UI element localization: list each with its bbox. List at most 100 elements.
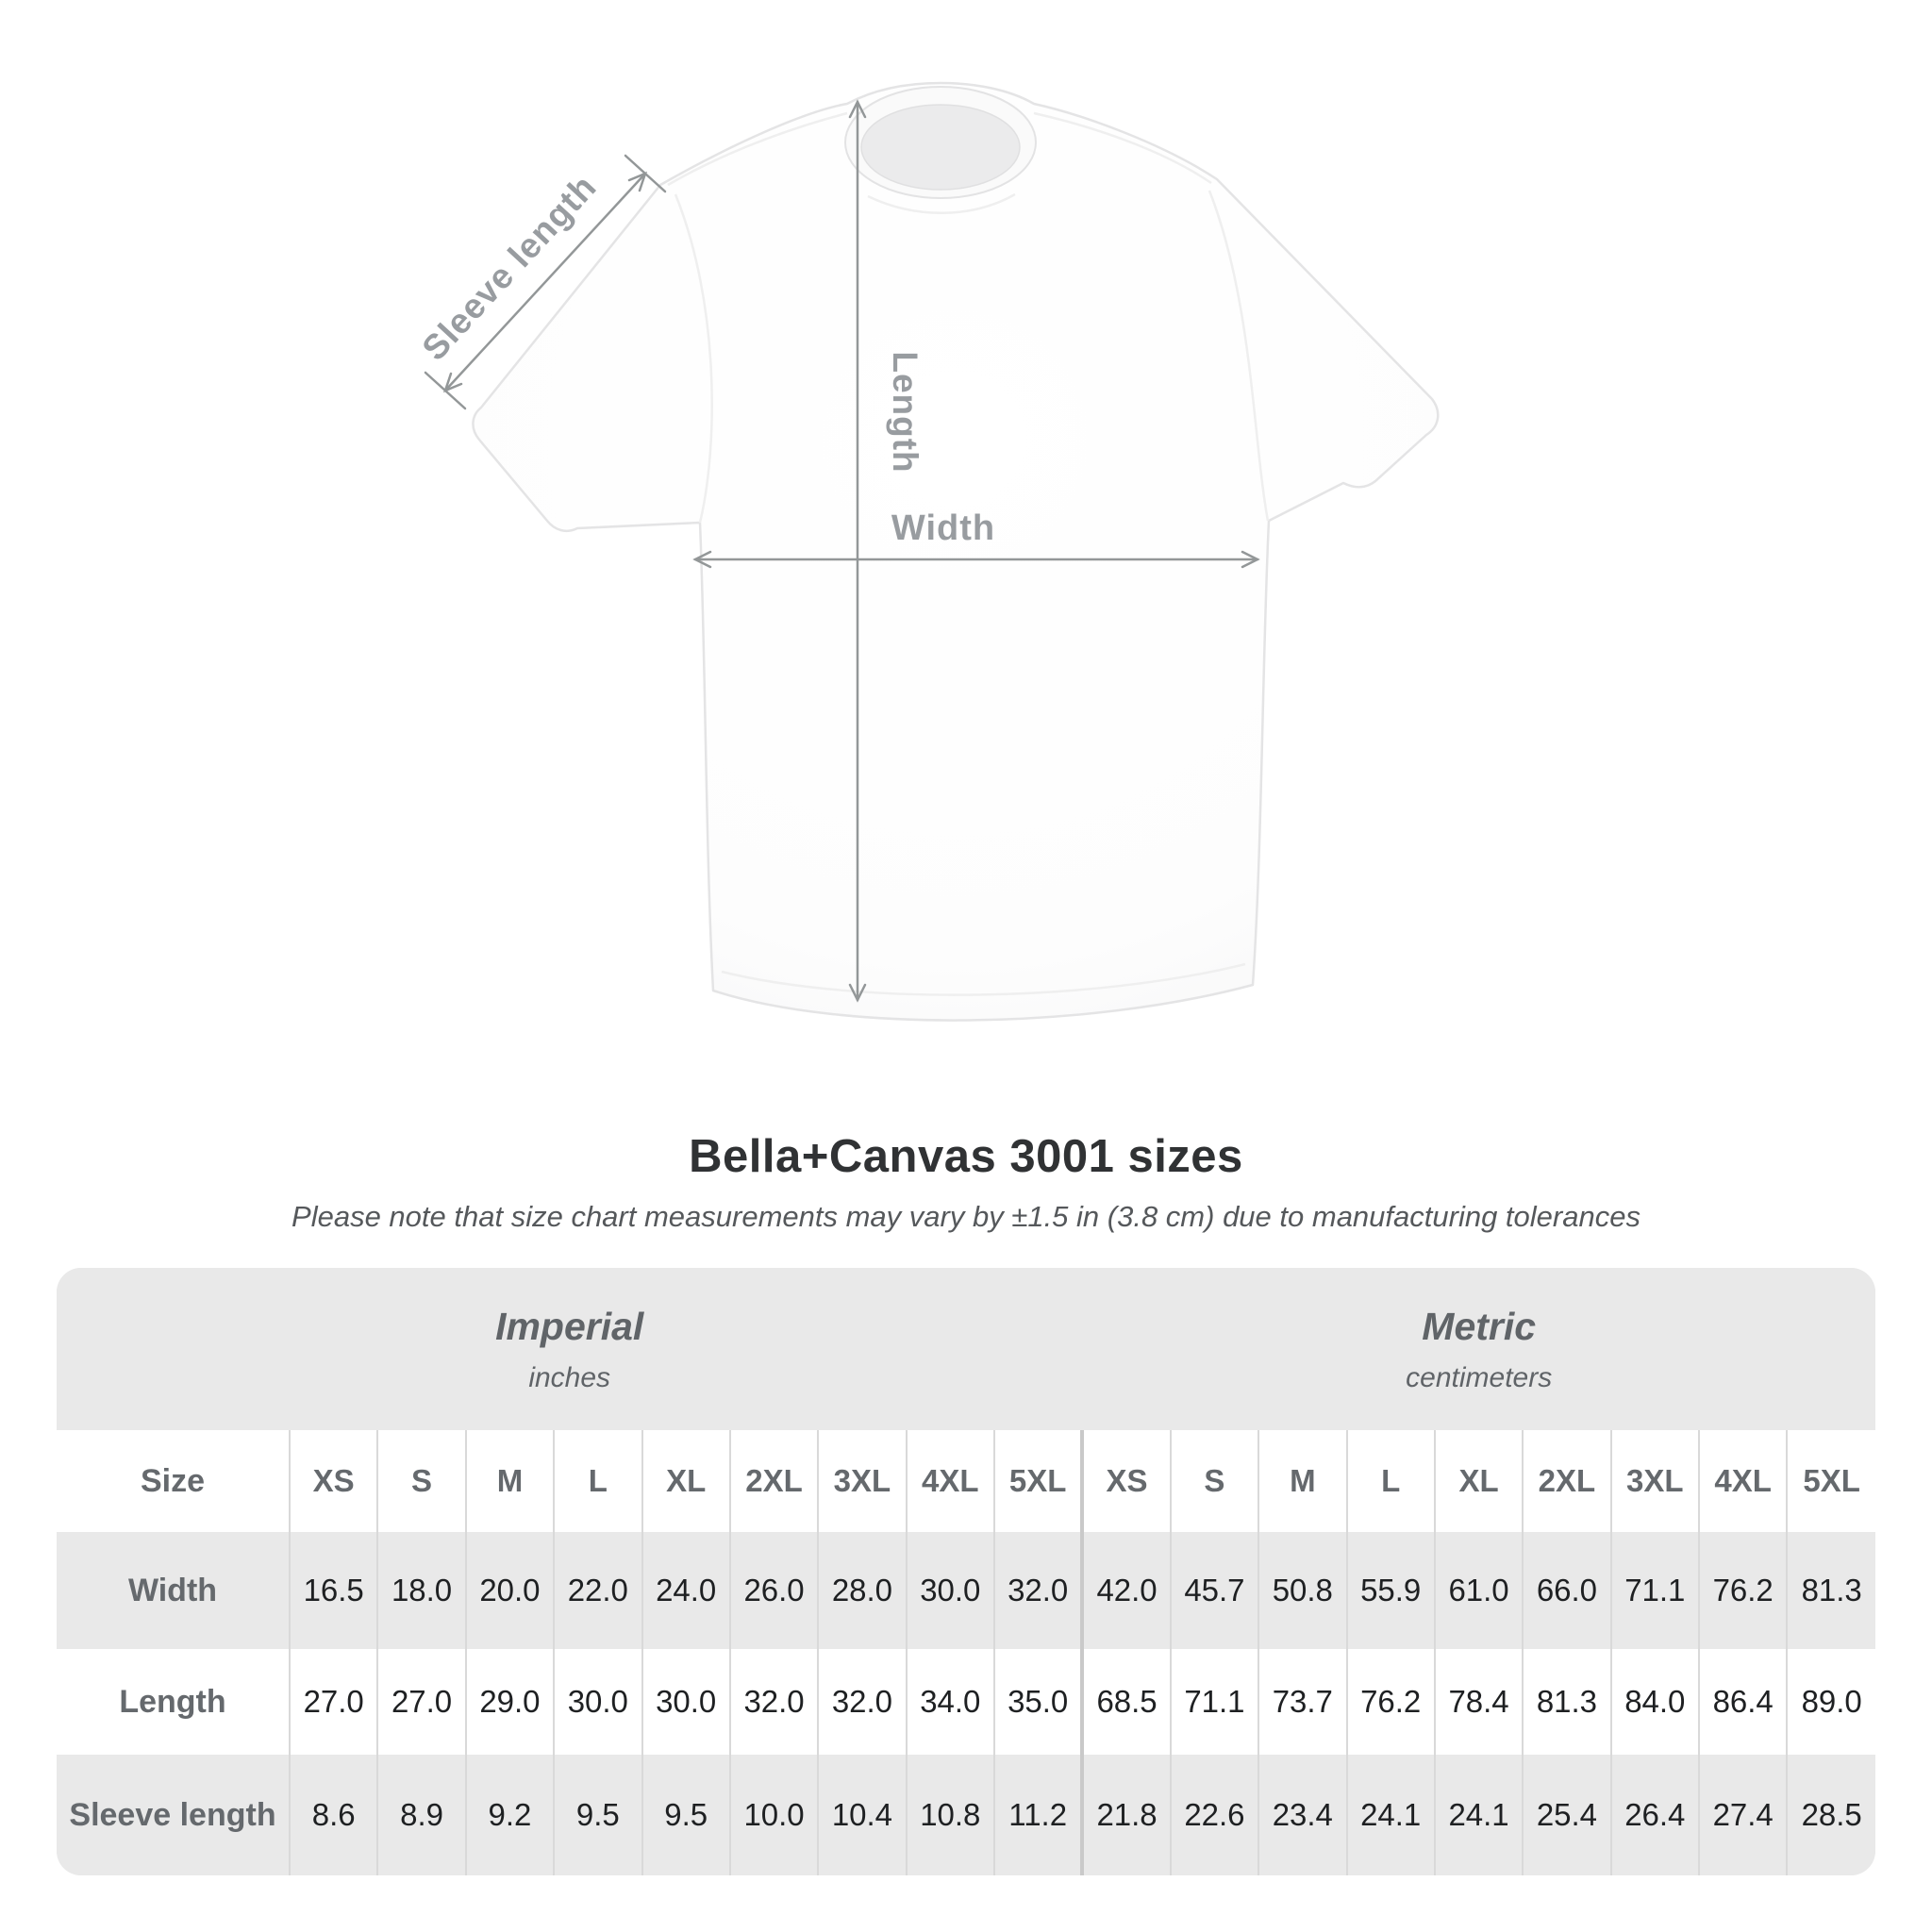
value-cell: 28.0	[817, 1532, 907, 1649]
value-cell: 61.0	[1433, 1532, 1524, 1649]
size-col-header: L	[1345, 1430, 1435, 1532]
value-cell: 26.4	[1609, 1755, 1699, 1875]
width-dimension-arrow	[692, 550, 1260, 569]
table-row-sleeve-length: Sleeve length 8.6 8.9 9.2 9.5 9.5 10.0 1…	[57, 1755, 1875, 1875]
value-cell: 35.0	[992, 1649, 1083, 1755]
table-row-length: Length 27.0 27.0 29.0 30.0 30.0 32.0 32.…	[57, 1649, 1875, 1755]
value-cell: 9.2	[464, 1755, 555, 1875]
width-label: Width	[891, 508, 995, 548]
size-col-header: 4XL	[905, 1430, 994, 1532]
value-cell: 45.7	[1169, 1532, 1259, 1649]
value-cell: 76.2	[1345, 1649, 1435, 1755]
value-cell: 30.0	[641, 1649, 730, 1755]
shirt-seams	[667, 111, 1270, 996]
value-cell: 84.0	[1609, 1649, 1699, 1755]
shirt-graphic	[472, 81, 1440, 1022]
value-cell: 9.5	[641, 1755, 730, 1875]
value-cell: 73.7	[1257, 1649, 1347, 1755]
value-cell: 10.8	[905, 1755, 994, 1875]
value-cell: 34.0	[905, 1649, 994, 1755]
size-col-header: 4XL	[1697, 1430, 1788, 1532]
sleeve-dimension-arrow	[424, 154, 667, 410]
imperial-title: Imperial	[495, 1304, 644, 1348]
value-cell: 68.5	[1080, 1649, 1171, 1755]
value-cell: 30.0	[553, 1649, 642, 1755]
value-cell: 27.0	[288, 1649, 378, 1755]
title-block: Bella+Canvas 3001 sizes Please note that…	[0, 1130, 1932, 1234]
value-cell: 22.6	[1169, 1755, 1259, 1875]
size-col-header: XL	[1433, 1430, 1524, 1532]
size-col-header: 2XL	[728, 1430, 819, 1532]
value-cell: 32.0	[992, 1532, 1083, 1649]
size-col-header: XL	[641, 1430, 730, 1532]
value-cell: 21.8	[1080, 1755, 1171, 1875]
value-cell: 55.9	[1345, 1532, 1435, 1649]
value-cell: 89.0	[1786, 1649, 1875, 1755]
row-label: Sleeve length	[69, 1796, 276, 1833]
value-cell: 10.0	[728, 1755, 819, 1875]
size-chart-panel: Imperial inches Metric centimeters Size …	[57, 1268, 1875, 1875]
page-title: Bella+Canvas 3001 sizes	[689, 1131, 1243, 1182]
metric-title: Metric	[1422, 1304, 1537, 1348]
value-cell: 30.0	[905, 1532, 994, 1649]
unit-header-imperial: Imperial inches	[57, 1268, 1083, 1430]
value-cell: 22.0	[553, 1532, 642, 1649]
size-col-header: XS	[1080, 1430, 1171, 1532]
value-cell: 9.5	[553, 1755, 642, 1875]
value-cell: 26.0	[728, 1532, 819, 1649]
value-cell: 25.4	[1522, 1755, 1611, 1875]
value-cell: 16.5	[288, 1532, 378, 1649]
value-cell: 42.0	[1080, 1532, 1171, 1649]
table-row-width: Width 16.5 18.0 20.0 22.0 24.0 26.0 28.0…	[57, 1532, 1875, 1649]
value-cell: 23.4	[1257, 1755, 1347, 1875]
size-header-row: Size XS S M L XL 2XL 3XL 4XL 5XL XS S M …	[57, 1430, 1875, 1532]
page-subtitle: Please note that size chart measurements…	[291, 1200, 1641, 1233]
size-table: Imperial inches Metric centimeters Size …	[57, 1268, 1875, 1875]
shirt-body	[472, 81, 1440, 1022]
value-cell: 81.3	[1786, 1532, 1875, 1649]
value-cell: 8.6	[288, 1755, 378, 1875]
value-cell: 71.1	[1169, 1649, 1259, 1755]
value-cell: 78.4	[1433, 1649, 1524, 1755]
value-cell: 18.0	[376, 1532, 466, 1649]
size-col-header: XS	[288, 1430, 378, 1532]
collar-opening	[860, 104, 1021, 191]
value-cell: 32.0	[728, 1649, 819, 1755]
size-col-header: S	[376, 1430, 466, 1532]
size-col-header: 2XL	[1522, 1430, 1611, 1532]
imperial-unit: inches	[528, 1361, 611, 1393]
value-cell: 20.0	[464, 1532, 555, 1649]
metric-unit: centimeters	[1406, 1361, 1553, 1393]
value-cell: 32.0	[817, 1649, 907, 1755]
length-label: Length	[886, 351, 924, 473]
value-cell: 29.0	[464, 1649, 555, 1755]
value-cell: 81.3	[1522, 1649, 1611, 1755]
size-col-header: L	[553, 1430, 642, 1532]
value-cell: 27.4	[1697, 1755, 1788, 1875]
row-label: Length	[119, 1683, 226, 1720]
size-col-header: M	[1257, 1430, 1347, 1532]
length-dimension-arrow	[848, 99, 867, 1003]
size-col-header: 3XL	[817, 1430, 907, 1532]
size-col-header: 5XL	[992, 1430, 1083, 1532]
size-header-cell: Size	[140, 1462, 206, 1499]
size-col-header: 3XL	[1609, 1430, 1699, 1532]
value-cell: 28.5	[1786, 1755, 1875, 1875]
value-cell: 76.2	[1697, 1532, 1788, 1649]
shirt-illustration: Sleeve length Length Width	[414, 81, 1440, 1022]
row-label: Width	[127, 1572, 218, 1608]
value-cell: 86.4	[1697, 1649, 1788, 1755]
value-cell: 24.1	[1345, 1755, 1435, 1875]
value-cell: 71.1	[1609, 1532, 1699, 1649]
value-cell: 11.2	[992, 1755, 1083, 1875]
size-col-header: M	[464, 1430, 555, 1532]
value-cell: 66.0	[1522, 1532, 1611, 1649]
value-cell: 24.1	[1433, 1755, 1524, 1875]
unit-header-metric: Metric centimeters	[1082, 1268, 1875, 1430]
unit-header-row: Imperial inches Metric centimeters	[57, 1268, 1875, 1430]
value-cell: 50.8	[1257, 1532, 1347, 1649]
value-cell: 24.0	[641, 1532, 730, 1649]
size-col-header: S	[1169, 1430, 1259, 1532]
value-cell: 10.4	[817, 1755, 907, 1875]
